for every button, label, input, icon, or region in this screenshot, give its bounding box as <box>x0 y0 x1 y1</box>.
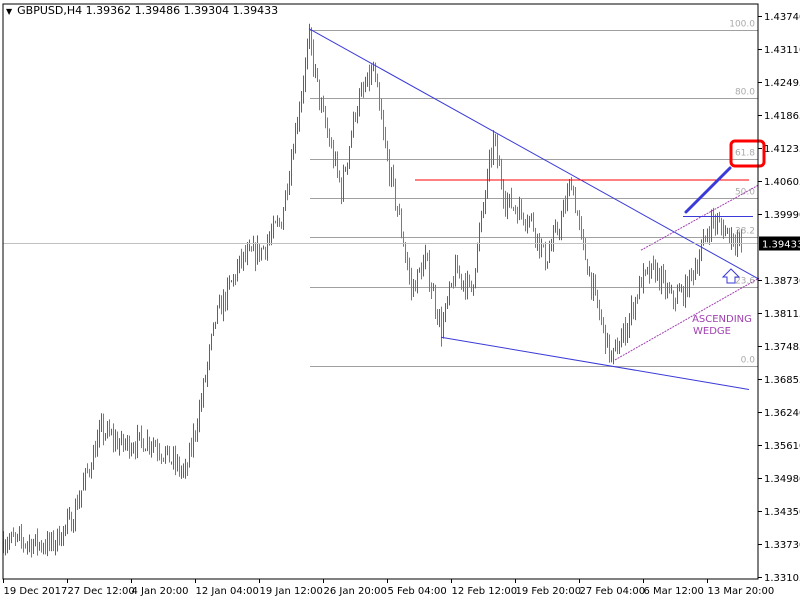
time-tick-label: 19 Feb 20:00 <box>516 586 582 597</box>
time-tick-label: 19 Dec 2017 <box>4 586 68 597</box>
current-price-box <box>759 236 800 251</box>
price-tick-label: 1.43740 <box>764 12 800 23</box>
time-tick-label: 6 Mar 12:00 <box>644 586 704 597</box>
wedge-label-line1: ASCENDING <box>692 314 752 325</box>
price-tick-label: 1.33105 <box>764 573 800 584</box>
current-price-label: 1.39433 <box>762 240 800 251</box>
price-tick-label: 1.38115 <box>764 309 800 320</box>
time-tick-label: 12 Feb 12:00 <box>452 586 518 597</box>
time-tick-label: 4 Jan 20:00 <box>132 586 189 597</box>
fib-level-label: 100.0 <box>729 20 755 30</box>
time-tick-label: 13 Mar 20:00 <box>708 586 775 597</box>
price-tick-label: 1.37485 <box>764 342 800 353</box>
price-tick-label: 1.39990 <box>764 210 800 221</box>
price-tick-label: 1.41865 <box>764 111 800 122</box>
time-axis[interactable]: 19 Dec 2017 27 Dec 12:004 Jan 20:00 12 Jan… <box>3 579 775 597</box>
time-tick-label: 19 Jan 12:00 <box>260 586 323 597</box>
dropdown-triangle-icon[interactable]: ▼ <box>6 7 13 16</box>
time-tick-label: 12 Jan 04:00 <box>196 586 259 597</box>
fib-level-label: 50.0 <box>735 188 755 198</box>
price-tick-label: 1.36240 <box>764 408 800 419</box>
high-value: 1.39486 <box>134 4 181 17</box>
time-tick-label: 27 Feb 04:00 <box>580 586 646 597</box>
wedge-lower-line <box>614 277 760 361</box>
blue-arrow-line <box>684 166 732 214</box>
time-tick-label: 5 Feb 04:00 <box>388 586 447 597</box>
wedge-label-line2: WEDGE <box>693 326 731 337</box>
wedge-upper-line <box>640 184 760 251</box>
chart-header: ▼ GBPUSD,H4 1.39362 1.39486 1.39304 1.394… <box>6 4 278 17</box>
symbol-label: GBPUSD,H4 <box>17 4 83 17</box>
highlight-box <box>729 139 766 168</box>
low-value: 1.39304 <box>183 4 230 17</box>
close-value: 1.39433 <box>232 4 279 17</box>
price-tick-label: 1.42495 <box>764 78 800 89</box>
fib-level-label: 0.0 <box>741 356 756 366</box>
fib-level-label: 61.8 <box>735 149 755 159</box>
descending-upper-trendline <box>308 28 760 280</box>
price-tick-label: 1.34980 <box>764 474 800 485</box>
price-tick-label: 1.33730 <box>764 540 800 551</box>
price-tick-label: 1.38730 <box>764 276 800 287</box>
time-tick-label: 27 Dec 12:00 <box>68 586 135 597</box>
chart-frame <box>2 3 759 580</box>
fib-level-label: 80.0 <box>735 88 755 98</box>
fib-level-label: 38.2 <box>735 227 755 237</box>
open-value: 1.39362 <box>85 4 132 17</box>
time-tick-label: 26 Jan 20:00 <box>324 586 387 597</box>
descending-lower-trendline <box>440 336 750 390</box>
price-tick-label: 1.41235 <box>764 144 800 155</box>
up-arrow-icon <box>721 268 741 284</box>
price-tick-label: 1.36855 <box>764 375 800 386</box>
price-tick-label: 1.34350 <box>764 507 800 518</box>
price-tick-label: 1.35610 <box>764 441 800 452</box>
fib-level-label: 23.6 <box>735 277 755 287</box>
price-axis[interactable]: 1.43740 1.43110 1.42495 1.41865 1.41235 1.406… <box>758 12 800 584</box>
price-tick-label: 1.40605 <box>764 177 800 188</box>
price-bars <box>3 23 742 558</box>
price-tick-label: 1.43110 <box>764 45 800 56</box>
